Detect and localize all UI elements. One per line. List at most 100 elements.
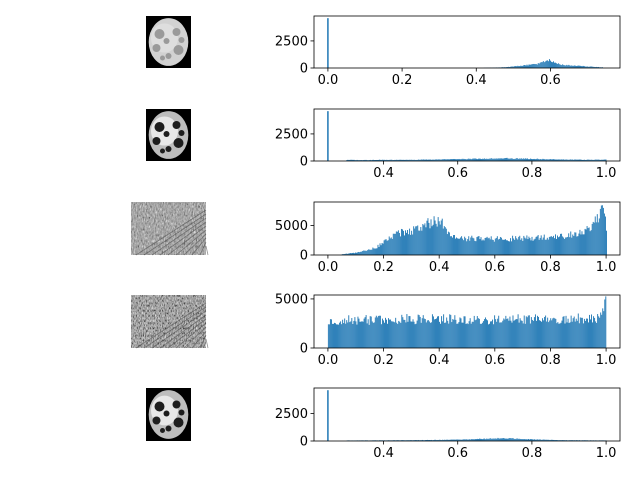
histogram-bar: [570, 65, 572, 68]
histogram-bar: [588, 227, 590, 255]
histogram-bar: [581, 66, 583, 68]
histogram-bar: [353, 252, 354, 255]
histogram-bar: [355, 160, 357, 161]
histogram-bar: [406, 159, 408, 161]
histogram-bar: [471, 321, 473, 348]
histogram-bar: [404, 159, 406, 161]
histogram-bar: [473, 158, 475, 161]
histogram-bar: [528, 438, 529, 441]
histogram-bar: [438, 159, 440, 161]
brain-spot: [173, 417, 184, 428]
histogram-bar: [484, 238, 486, 255]
histogram-bar: [502, 438, 504, 441]
histogram-bar: [587, 66, 589, 68]
histogram-bar: [477, 159, 478, 161]
histogram-bar: [392, 233, 394, 255]
histogram-bar: [531, 236, 533, 255]
histogram-bar: [509, 316, 511, 348]
histogram-bar: [461, 439, 463, 441]
histogram-bar: [409, 159, 411, 161]
histogram-bar: [581, 231, 583, 255]
histogram-bar: [353, 159, 355, 161]
y-tick-label: 2500: [275, 34, 308, 49]
histogram-bar: [504, 67, 506, 68]
histogram-bar: [418, 159, 420, 161]
histogram-bar: [472, 321, 474, 348]
histogram-bar: [509, 158, 511, 161]
histogram-bar: [570, 315, 572, 348]
histogram-bar: [560, 233, 562, 255]
histogram-bar: [514, 66, 516, 68]
histogram-bar: [449, 314, 451, 348]
histogram-bar: [414, 228, 416, 255]
x-tick-label: 0.8: [522, 166, 543, 181]
histogram-bar: [522, 323, 524, 348]
histogram-bar: [351, 318, 353, 348]
histogram-bar: [559, 236, 560, 255]
histogram-bar: [468, 439, 470, 441]
histogram-bar: [492, 239, 494, 255]
histogram-bar: [524, 439, 526, 441]
x-tick-label: 0.4: [373, 166, 394, 181]
histogram-bar: [487, 320, 488, 348]
histogram-bar: [365, 250, 367, 255]
histogram-bar: [522, 158, 524, 161]
histogram-bar: [547, 61, 549, 68]
histogram-bar: [558, 440, 560, 441]
histogram-bar: [369, 249, 371, 255]
histogram-bar: [535, 63, 537, 68]
x-tick-label: 0.4: [429, 260, 450, 275]
histogram-bar: [572, 318, 574, 348]
histogram-bar: [327, 324, 329, 348]
texture-streak: [183, 233, 207, 256]
histogram-bar: [534, 158, 536, 161]
histogram-bar: [604, 159, 606, 161]
histogram-bar: [456, 439, 458, 441]
histogram-bar: [593, 316, 595, 348]
histogram-bar: [440, 323, 442, 348]
histogram-bar: [605, 296, 607, 348]
histogram-bar: [406, 232, 407, 255]
histogram-bar: [547, 439, 549, 441]
texture-streak: [205, 245, 209, 256]
histogram-bar: [393, 440, 395, 441]
histogram-bar: [545, 239, 547, 255]
histogram-bar: [506, 318, 508, 348]
histogram-bar: [535, 159, 537, 161]
histogram-bar: [366, 160, 368, 161]
histogram-bar: [380, 324, 382, 348]
x-tick-label: 0.6: [447, 446, 468, 461]
histogram-bar: [598, 218, 600, 255]
histogram-bar: [548, 236, 550, 255]
histogram-bar: [526, 235, 528, 255]
histogram-bar: [503, 438, 505, 441]
histogram-bar: [473, 439, 475, 441]
histogram-bar: [420, 227, 422, 255]
histogram-bar: [557, 235, 558, 255]
histogram-bar: [436, 440, 438, 441]
histogram-bar: [478, 439, 479, 441]
histogram-bar: [413, 226, 415, 255]
histogram-bar: [397, 230, 399, 255]
histogram-bar: [531, 439, 532, 441]
histogram-bar: [555, 440, 557, 441]
histogram-bar: [348, 160, 350, 161]
histogram-bar: [566, 159, 568, 161]
histogram-bar: [553, 317, 555, 348]
histogram-bar: [409, 440, 411, 441]
histogram-bar: [488, 158, 490, 161]
histogram-bar: [576, 320, 578, 348]
histogram-bar: [543, 234, 545, 255]
histogram-bar: [510, 320, 512, 348]
histogram-bar: [494, 315, 496, 348]
histogram-bar: [492, 319, 494, 348]
histogram-bar: [482, 239, 484, 255]
histogram-bar: [595, 66, 597, 68]
histogram-bar: [468, 158, 470, 161]
histogram-bar: [568, 64, 570, 68]
histogram-bar: [410, 234, 412, 255]
histogram-bar: [427, 218, 429, 255]
histogram-bar: [599, 317, 601, 348]
histogram-bar: [519, 158, 521, 161]
histogram-bar: [537, 158, 539, 161]
